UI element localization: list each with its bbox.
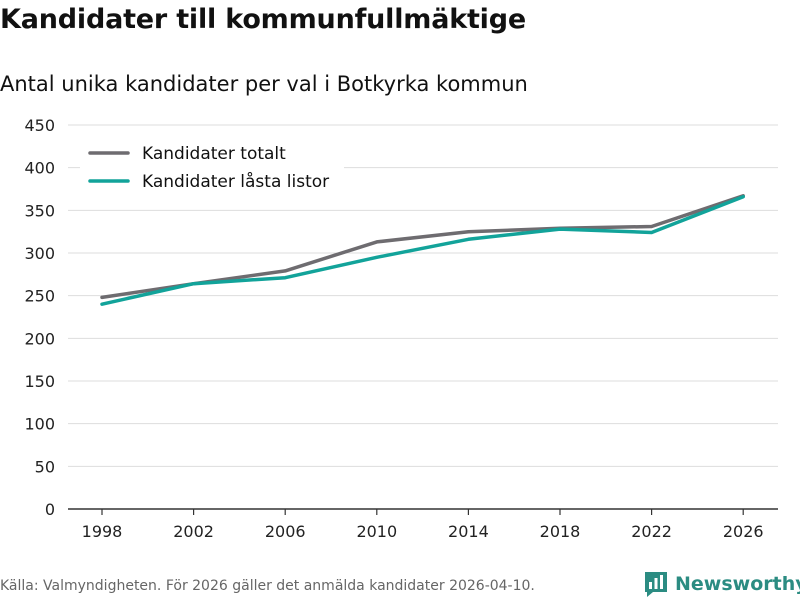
x-tick-label: 2022 (631, 522, 672, 541)
x-tick-label: 2010 (356, 522, 397, 541)
x-tick-label: 1998 (82, 522, 123, 541)
y-tick-label: 350 (24, 201, 55, 220)
series-lines (100, 194, 745, 306)
y-tick-label: 450 (24, 116, 55, 135)
data-point (283, 269, 287, 273)
source-note: Källa: Valmyndigheten. För 2026 gäller d… (0, 578, 535, 594)
legend-label: Kandidater låsta listor (142, 171, 329, 192)
data-point (100, 302, 104, 306)
newsworthy-logo: Newsworthy (643, 570, 800, 598)
y-tick-label: 100 (24, 415, 55, 434)
data-point (467, 230, 471, 234)
x-tick-label: 2014 (448, 522, 489, 541)
x-tick-label: 2006 (265, 522, 306, 541)
data-point (467, 238, 471, 242)
y-tick-label: 300 (24, 244, 55, 263)
data-point (558, 227, 562, 231)
data-point (192, 282, 196, 286)
y-tick-label: 400 (24, 159, 55, 178)
data-point (100, 296, 104, 300)
x-tick-label: 2018 (540, 522, 581, 541)
chart-subtitle: Antal unika kandidater per val i Botkyrk… (0, 72, 528, 96)
y-tick-label: 150 (24, 372, 55, 391)
y-tick-label: 250 (24, 287, 55, 306)
x-tick-label: 2002 (173, 522, 214, 541)
newsworthy-logo-icon (645, 572, 667, 597)
data-point (650, 231, 654, 235)
y-tick-label: 200 (24, 329, 55, 348)
x-tick-label: 2026 (723, 522, 764, 541)
legend-background (80, 137, 344, 197)
legend-label: Kandidater totalt (142, 144, 286, 164)
data-point (283, 276, 287, 280)
data-point (741, 195, 745, 199)
series-line-kandidater-lasta-listor (100, 194, 745, 306)
data-point (375, 255, 379, 259)
y-tick-label: 0 (45, 500, 55, 519)
brand-name: Newsworthy (675, 573, 800, 595)
data-point (375, 240, 379, 244)
y-axis: 0 50 100 150 200 250 300 350 400 450 (24, 116, 55, 519)
x-axis: 1998 2002 2006 2010 2014 2018 2022 2026 (68, 508, 778, 541)
data-point (650, 225, 654, 229)
legend: Kandidater totalt Kandidater låsta listor (80, 137, 344, 197)
y-tick-label: 50 (35, 457, 55, 476)
chart-title: Kandidater till kommunfullmäktige (0, 4, 526, 35)
